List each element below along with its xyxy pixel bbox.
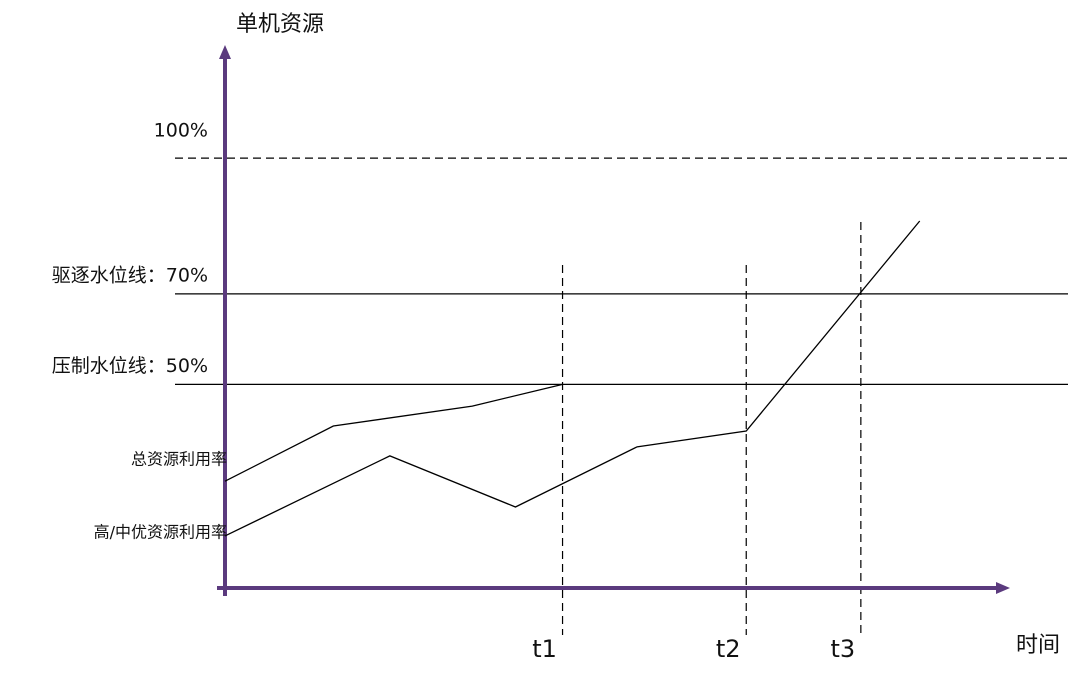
x-tick-label: t3 [831,635,856,663]
y-tick-label: 100% [154,120,208,142]
y-axis-title: 单机资源 [236,12,324,37]
series-line [224,383,563,482]
x-tick-label: t2 [716,635,741,663]
series-label: 高/中优资源利用率 [94,522,227,541]
x-axis-title: 时间 [1016,633,1060,658]
x-tick-label: t1 [532,635,557,663]
series-line [224,220,921,537]
y-axis-arrow [219,45,231,59]
x-axis-arrow [996,582,1010,594]
y-tick-label: 压制水位线：50% [52,355,208,377]
series-label: 总资源利用率 [131,450,227,469]
y-tick-label: 驱逐水位线：70% [52,264,208,286]
